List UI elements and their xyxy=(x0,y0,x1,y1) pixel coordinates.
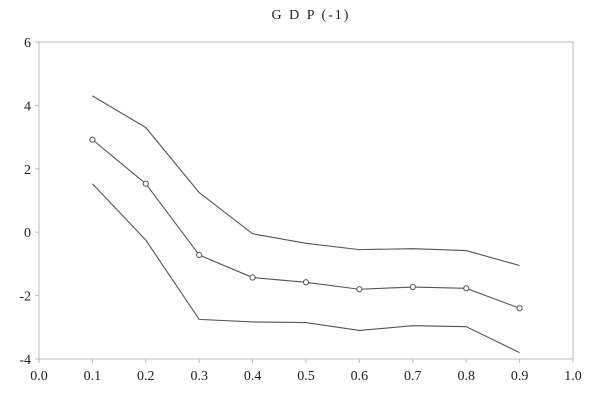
data-point xyxy=(356,286,363,293)
x-tick-label: 1.0 xyxy=(564,369,582,384)
y-tick-label: 0 xyxy=(24,226,31,241)
x-tick-label: 0.8 xyxy=(457,369,475,384)
series-layer xyxy=(89,95,523,354)
x-axis: 0.0 0.1 0.2 0.3 0.4 0.5 0.6 0.7 0.8 0.9 1.0 xyxy=(30,359,582,384)
plot-frame xyxy=(38,41,574,360)
y-tick-label: -4 xyxy=(19,353,31,368)
x-tick-label: 0.7 xyxy=(404,369,422,384)
y-tick-label: 2 xyxy=(24,163,31,178)
x-tick-label: 0.4 xyxy=(244,369,262,384)
data-point xyxy=(249,274,256,281)
data-point xyxy=(89,136,96,143)
y-axis: 6 4 2 0 -2 -4 xyxy=(19,36,39,368)
upper-band-line xyxy=(92,95,520,267)
y-tick-label: 4 xyxy=(24,99,31,114)
data-point xyxy=(302,279,310,286)
lower-band-line xyxy=(92,183,520,354)
data-point xyxy=(463,285,470,292)
chart-title: G D P (-1) xyxy=(272,8,351,23)
data-point xyxy=(142,180,149,187)
y-tick-label: -2 xyxy=(19,290,31,305)
y-tick-label: 6 xyxy=(24,36,31,51)
x-tick-label: 0.6 xyxy=(351,369,369,384)
x-tick-label: 0.0 xyxy=(30,369,48,384)
x-tick-label: 0.2 xyxy=(137,369,155,384)
x-tick-label: 0.1 xyxy=(84,369,102,384)
data-point xyxy=(409,283,416,291)
x-tick-label: 0.9 xyxy=(511,369,529,384)
data-point xyxy=(516,305,523,312)
data-point xyxy=(196,251,203,259)
x-tick-label: 0.5 xyxy=(297,369,315,384)
x-tick-label: 0.3 xyxy=(190,369,208,384)
